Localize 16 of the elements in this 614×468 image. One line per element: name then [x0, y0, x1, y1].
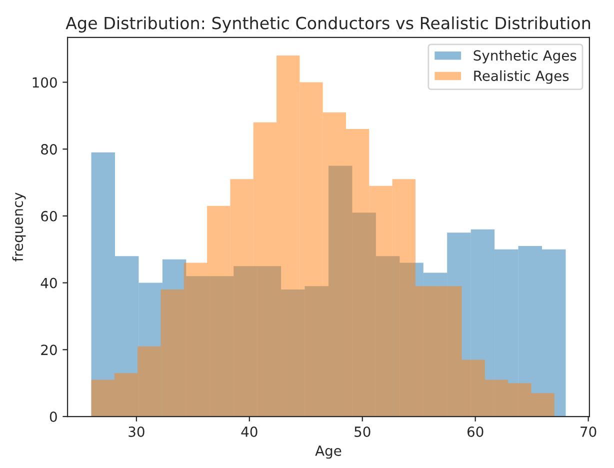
- legend-label: Realistic Ages: [474, 70, 569, 84]
- chart-title: Age Distribution: Synthetic Conductors vs Realistic Distribution: [66, 16, 590, 33]
- y-tick-label: 0: [50, 411, 57, 422]
- x-tick-label: 40: [241, 426, 258, 437]
- y-tick-label: 40: [40, 278, 57, 288]
- y-axis-title: frequency: [12, 192, 26, 262]
- y-tick-label: 60: [41, 210, 57, 222]
- y-tick-label: 20: [41, 344, 57, 356]
- y-tick-label: 80: [41, 144, 57, 155]
- x-tick-label: 30: [128, 426, 144, 437]
- x-axis-title: Age: [315, 446, 342, 459]
- x-tick-label: 50: [354, 426, 370, 437]
- x-tick-label: 70: [580, 426, 596, 437]
- y-tick-label: 100: [32, 77, 57, 88]
- legend-label: Synthetic Ages: [474, 50, 576, 64]
- x-tick-label: 60: [467, 426, 484, 437]
